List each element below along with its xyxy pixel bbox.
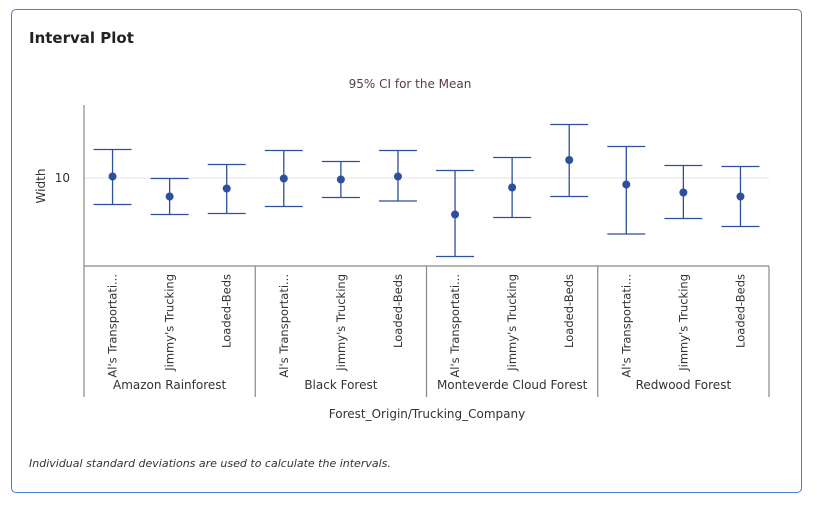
mean-point — [508, 183, 517, 192]
group-label: Amazon Rainforest — [113, 378, 227, 392]
mean-point — [736, 192, 745, 201]
panel-title: Interval Plot — [29, 29, 134, 47]
footnote: Individual standard deviations are used … — [29, 457, 391, 470]
mean-point — [451, 210, 460, 219]
mean-point — [565, 156, 574, 164]
category-label: Jimmy's Trucking — [334, 274, 348, 372]
mean-point — [393, 172, 402, 181]
group-label: Monteverde Cloud Forest — [437, 378, 588, 392]
group-label: Redwood Forest — [636, 378, 732, 392]
category-label: Al's Transportati... — [448, 274, 462, 378]
mean-point — [222, 184, 231, 193]
chart-title: 95% CI for the Mean — [349, 77, 472, 91]
category-label: Jimmy's Trucking — [163, 274, 177, 372]
mean-point — [279, 174, 288, 183]
category-label: Al's Transportati... — [619, 274, 633, 378]
mean-point — [679, 188, 688, 197]
mean-point — [165, 192, 174, 201]
y-axis-label: Width — [34, 169, 48, 204]
category-label: Loaded-Beds — [391, 274, 405, 348]
category-label: Al's Transportati... — [106, 274, 120, 378]
mean-point — [336, 175, 345, 184]
mean-point — [622, 180, 631, 189]
category-label: Jimmy's Trucking — [676, 274, 690, 372]
x-axis-label: Forest_Origin/Trucking_Company — [329, 407, 525, 421]
category-label: Loaded-Beds — [562, 274, 576, 348]
y-tick-label: 10 — [55, 171, 70, 185]
category-label: Jimmy's Trucking — [505, 274, 519, 372]
category-label: Loaded-Beds — [733, 274, 747, 348]
interval-plot-panel — [11, 9, 802, 493]
category-label: Loaded-Beds — [220, 274, 234, 348]
category-label: Al's Transportati... — [277, 274, 291, 378]
mean-point — [108, 172, 117, 181]
group-label: Black Forest — [304, 378, 377, 392]
